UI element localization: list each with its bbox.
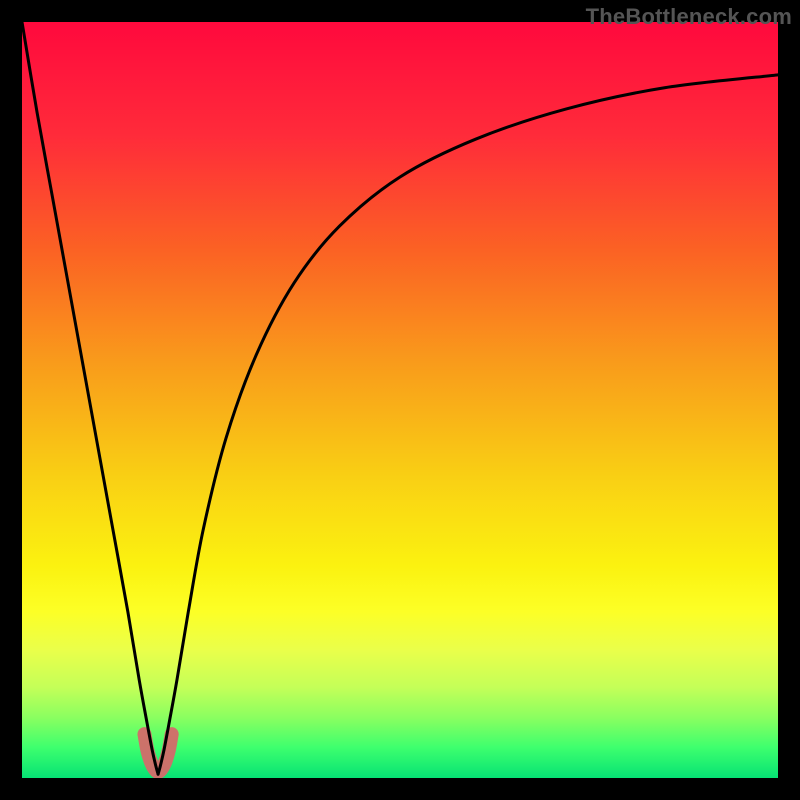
plot-area [22,22,778,778]
chart-frame: TheBottleneck.com [0,0,800,800]
watermark-text: TheBottleneck.com [586,4,792,30]
bottleneck-curve-chart [22,22,778,778]
